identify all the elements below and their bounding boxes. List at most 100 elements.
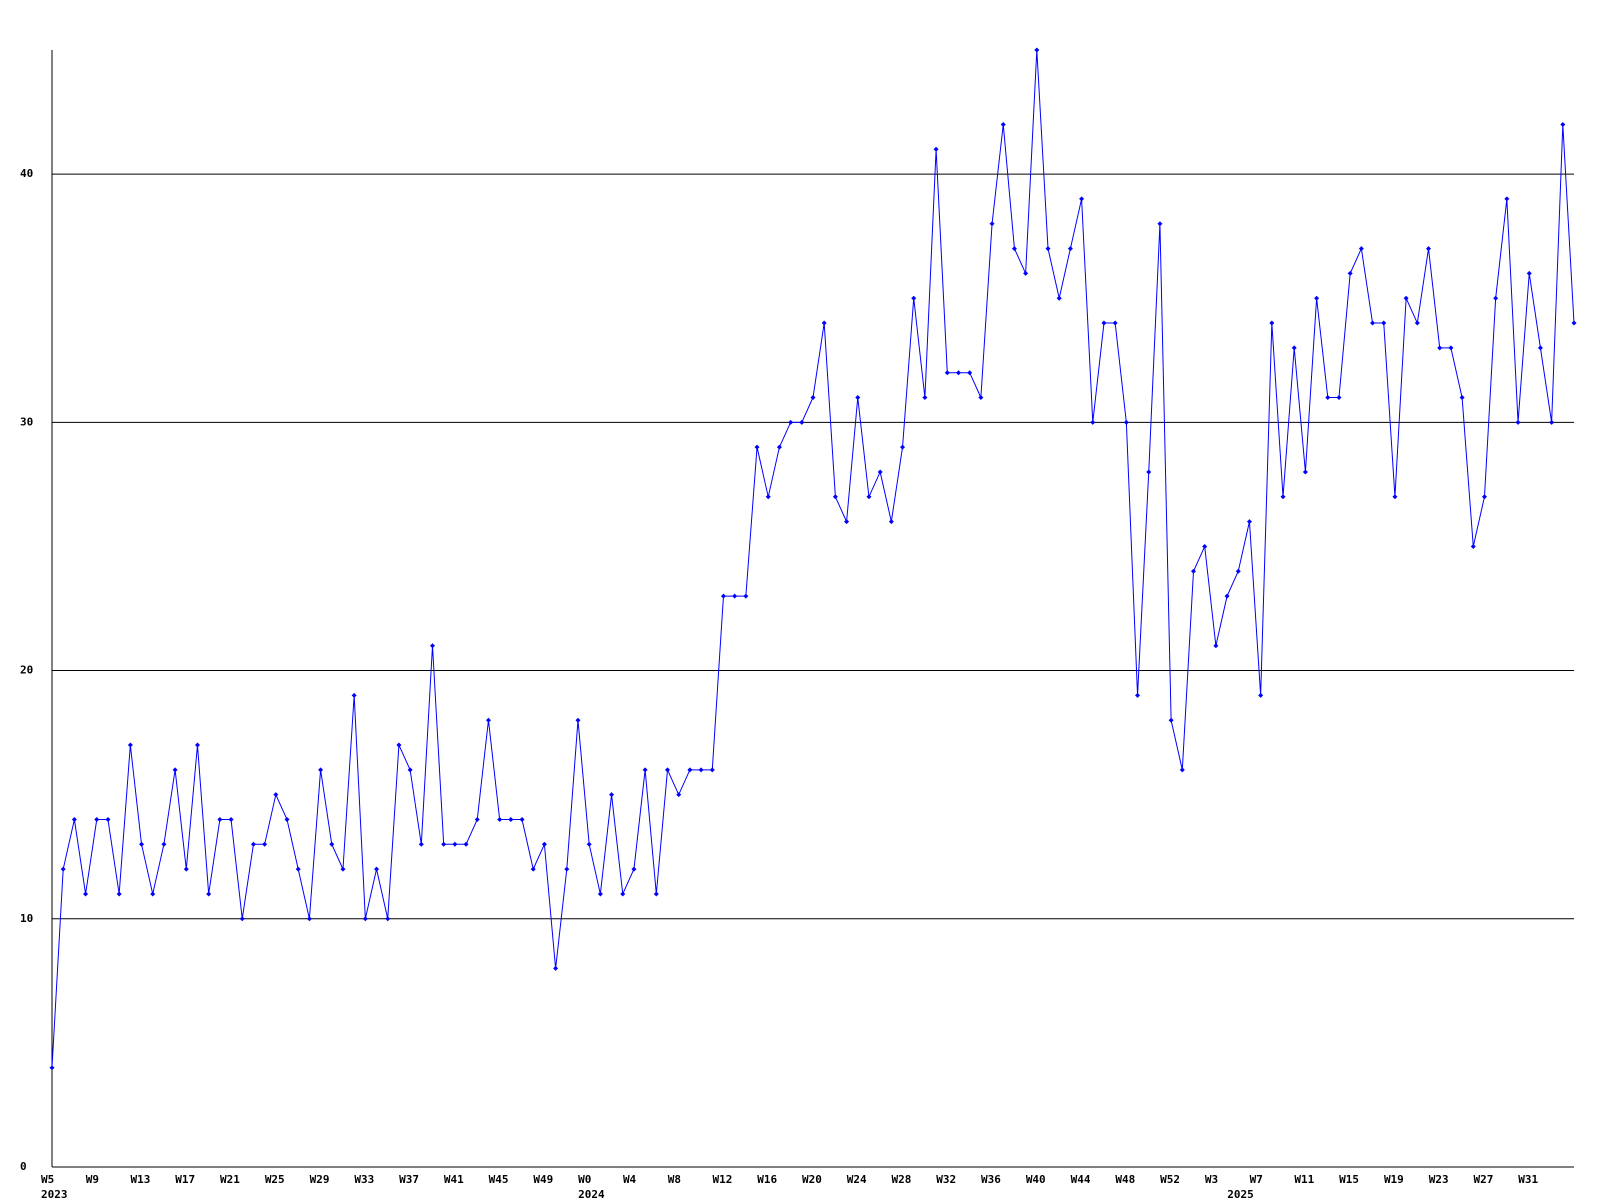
data-point bbox=[810, 395, 816, 401]
x-tick-label: W13 bbox=[131, 1173, 151, 1186]
data-point bbox=[1269, 320, 1275, 326]
data-point bbox=[720, 593, 726, 599]
data-point bbox=[362, 916, 368, 922]
data-point bbox=[1079, 196, 1085, 202]
data-point bbox=[788, 419, 794, 425]
data-point bbox=[844, 519, 850, 525]
data-point bbox=[340, 866, 346, 872]
data-point bbox=[631, 866, 637, 872]
data-point bbox=[452, 841, 458, 847]
x-year-label: 2023 bbox=[41, 1188, 68, 1200]
data-point bbox=[150, 891, 156, 897]
x-tick-label: W12 bbox=[712, 1173, 732, 1186]
data-line bbox=[51, 49, 1575, 1068]
data-point bbox=[989, 221, 995, 227]
data-point bbox=[754, 444, 760, 450]
data-point bbox=[385, 916, 391, 922]
data-point bbox=[1493, 295, 1499, 301]
data-point bbox=[329, 841, 335, 847]
data-point bbox=[776, 444, 782, 450]
x-tick-label: W48 bbox=[1115, 1173, 1135, 1186]
data-point bbox=[564, 866, 570, 872]
data-point bbox=[944, 370, 950, 376]
x-tick-label: W40 bbox=[1026, 1173, 1046, 1186]
data-point bbox=[732, 593, 738, 599]
data-point bbox=[1191, 568, 1196, 574]
data-point bbox=[83, 891, 89, 897]
data-point bbox=[318, 767, 324, 773]
data-point bbox=[351, 692, 357, 698]
data-point bbox=[1280, 494, 1286, 500]
data-point bbox=[206, 891, 212, 897]
data-point bbox=[911, 295, 917, 301]
data-point bbox=[743, 593, 749, 599]
data-point bbox=[1560, 121, 1566, 127]
data-point bbox=[955, 370, 961, 376]
data-point bbox=[1157, 221, 1163, 227]
data-point bbox=[609, 792, 615, 798]
data-point bbox=[194, 742, 200, 748]
data-point bbox=[519, 816, 525, 822]
data-point bbox=[1358, 246, 1364, 252]
data-point bbox=[49, 1065, 55, 1071]
data-point bbox=[172, 767, 178, 773]
data-point bbox=[1314, 295, 1320, 301]
data-point bbox=[1537, 345, 1543, 351]
y-tick-label: 40 bbox=[20, 167, 33, 180]
y-tick-label: 30 bbox=[20, 415, 33, 428]
x-tick-label: W36 bbox=[981, 1173, 1001, 1186]
data-point bbox=[1392, 494, 1398, 500]
x-tick-label: W27 bbox=[1473, 1173, 1493, 1186]
data-point bbox=[597, 891, 603, 897]
data-point bbox=[161, 841, 167, 847]
x-tick-label: W25 bbox=[265, 1173, 285, 1186]
data-point bbox=[1347, 270, 1353, 276]
data-point bbox=[1258, 692, 1264, 698]
data-point bbox=[642, 767, 648, 773]
data-point bbox=[1459, 395, 1465, 401]
data-point bbox=[474, 816, 480, 822]
data-point bbox=[1426, 246, 1432, 252]
data-point bbox=[900, 444, 906, 450]
data-point bbox=[1023, 270, 1029, 276]
x-tick-label: W19 bbox=[1384, 1173, 1404, 1186]
data-point bbox=[687, 767, 693, 773]
data-point bbox=[1246, 519, 1252, 525]
x-tick-label: W5 bbox=[41, 1173, 54, 1186]
x-tick-label: W28 bbox=[892, 1173, 912, 1186]
data-point bbox=[575, 717, 581, 723]
data-point bbox=[933, 146, 939, 152]
data-point bbox=[239, 916, 245, 922]
data-point bbox=[262, 841, 268, 847]
x-tick-label: W45 bbox=[489, 1173, 509, 1186]
data-point bbox=[183, 866, 189, 872]
data-point bbox=[1403, 295, 1409, 301]
data-point bbox=[463, 841, 469, 847]
data-point bbox=[541, 841, 547, 847]
x-tick-label: W24 bbox=[847, 1173, 867, 1186]
data-point bbox=[620, 891, 626, 897]
data-point bbox=[1224, 593, 1230, 599]
data-point bbox=[698, 767, 704, 773]
data-point bbox=[1000, 121, 1006, 127]
data-point bbox=[1325, 395, 1331, 401]
data-point bbox=[1302, 469, 1308, 475]
data-point bbox=[877, 469, 883, 475]
data-point bbox=[295, 866, 301, 872]
x-year-label: 2024 bbox=[578, 1188, 605, 1200]
data-point bbox=[1504, 196, 1510, 202]
y-tick-label: 0 bbox=[20, 1160, 27, 1173]
data-point bbox=[1526, 270, 1532, 276]
x-tick-label: W49 bbox=[533, 1173, 553, 1186]
data-point bbox=[1381, 320, 1387, 326]
data-point bbox=[139, 841, 145, 847]
data-point bbox=[306, 916, 312, 922]
data-point bbox=[530, 866, 536, 872]
data-point bbox=[127, 742, 133, 748]
data-point bbox=[888, 519, 894, 525]
data-point bbox=[105, 816, 111, 822]
data-point bbox=[832, 494, 838, 500]
data-point bbox=[1067, 246, 1073, 252]
x-tick-label: W4 bbox=[623, 1173, 637, 1186]
x-tick-label: W9 bbox=[86, 1173, 99, 1186]
